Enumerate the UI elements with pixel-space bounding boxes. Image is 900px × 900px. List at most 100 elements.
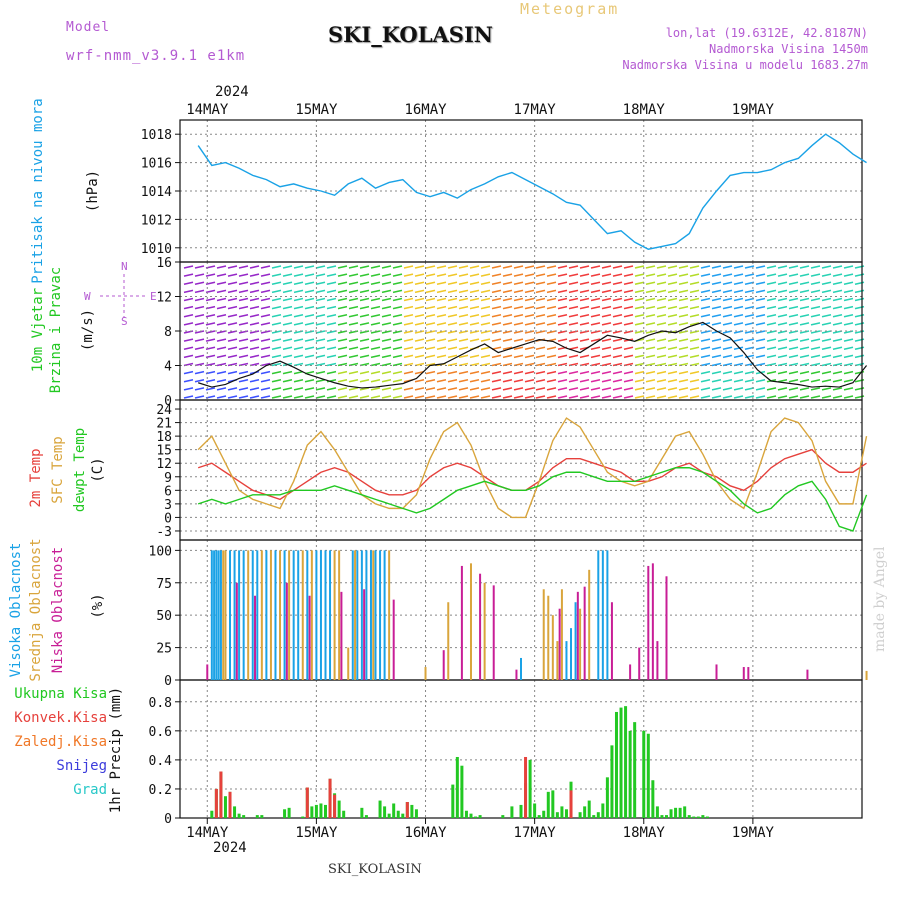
wind-barb <box>667 265 678 269</box>
wind-barb <box>249 273 260 277</box>
wind-barb <box>480 265 491 269</box>
wind-barb <box>238 338 249 342</box>
wind-barb <box>194 370 205 375</box>
bar-visoka-oblacnost <box>265 550 268 680</box>
wind-barb <box>810 387 821 391</box>
wind-barb <box>854 273 865 277</box>
wind-barb <box>271 313 282 318</box>
wind-barb <box>645 378 656 383</box>
wind-barb <box>821 387 832 391</box>
wind-barb <box>480 346 491 351</box>
temp-axis-title-2m: 2m Temp <box>28 448 44 507</box>
wind-barb <box>623 289 634 294</box>
y-tick-label: 24 <box>156 403 172 418</box>
wind-barb <box>788 305 799 310</box>
wind-barb <box>689 387 700 391</box>
bar-niska-oblacnost <box>576 591 579 680</box>
wind-barb <box>678 297 689 302</box>
wind-barb <box>238 265 249 269</box>
wind-barb <box>194 346 205 351</box>
wind-barb <box>370 289 381 294</box>
wind-barb <box>216 346 227 351</box>
wind-barb <box>194 289 205 294</box>
wind-barb <box>205 297 216 302</box>
y-tick-label: 0.2 <box>149 783 172 798</box>
wind-barb <box>612 370 623 375</box>
wind-barb <box>799 297 810 302</box>
wind-barb <box>260 395 271 399</box>
wind-barb <box>447 378 458 383</box>
wind-barb <box>381 395 392 399</box>
bar-ukupna-kisa <box>537 815 541 818</box>
wind-barb <box>337 387 348 391</box>
wind-barb <box>337 265 348 269</box>
wind-barb <box>227 265 238 269</box>
bar-srednja-oblacnost <box>588 569 591 680</box>
wind-barb <box>502 346 513 351</box>
wind-barb <box>821 370 832 375</box>
wind-barb <box>711 362 722 367</box>
wind-barb <box>326 297 337 302</box>
bar-niska-oblacnost <box>308 595 311 680</box>
wind-barb <box>821 313 832 318</box>
wind-barb <box>832 265 843 269</box>
wind-barb <box>359 346 370 351</box>
wind-barb <box>645 322 656 326</box>
wind-barb <box>546 273 557 277</box>
bar-niska-oblacnost <box>583 586 586 680</box>
wind-barb <box>293 378 304 383</box>
precip-legend-item: Konvek.Kisa <box>14 710 107 726</box>
wind-barb <box>777 273 788 277</box>
model-elevation-label: Nadmorska Visina u modelu 1683.27m <box>622 58 868 72</box>
wind-barb <box>216 330 227 334</box>
wind-barb <box>249 338 260 342</box>
wind-barb <box>678 395 689 399</box>
wind-barb <box>513 370 524 375</box>
wind-barb <box>832 387 843 391</box>
bar-ukupna-kisa <box>669 809 673 818</box>
wind-barb <box>799 289 810 294</box>
y-tick-label: 9 <box>164 471 172 486</box>
wind-barb <box>271 395 282 399</box>
wind-barb <box>260 297 271 302</box>
x-tick-label-bottom: 19MAY <box>732 825 775 841</box>
bar-visoka-oblacnost <box>233 550 236 680</box>
wind-barb <box>700 305 711 310</box>
wind-barb <box>601 297 612 302</box>
wind-barb <box>293 338 304 342</box>
precip-legend-item: Snijeg <box>56 758 107 774</box>
wind-barb <box>205 273 216 277</box>
pressure-unit: (hPa) <box>85 170 101 212</box>
wind-barb <box>645 387 656 391</box>
wind-barb <box>403 322 414 326</box>
bar-niska-oblacnost <box>665 576 668 680</box>
wind-barb <box>304 322 315 326</box>
wind-barb <box>557 297 568 302</box>
wind-barb <box>788 322 799 326</box>
wind-barb <box>183 305 194 310</box>
bar-visoka-oblacnost <box>297 550 300 680</box>
bar-ukupna-kisa <box>464 810 468 818</box>
wind-barb <box>700 330 711 334</box>
wind-barb <box>491 338 502 342</box>
wind-barb <box>832 305 843 310</box>
wind-rose-w: W <box>84 290 91 303</box>
wind-barb <box>524 289 535 294</box>
wind-barb <box>238 305 249 310</box>
wind-barb <box>689 297 700 302</box>
wind-barb <box>832 378 843 383</box>
wind-barb <box>524 313 535 318</box>
wind-barb <box>458 297 469 302</box>
wind-barb <box>667 281 678 286</box>
series-line-sfc-temp <box>197 417 868 519</box>
y-tick-label: 0 <box>164 511 172 526</box>
bar-visoka-oblacnost <box>256 550 259 680</box>
wind-barb <box>821 338 832 342</box>
bar-srednja-oblacnost <box>556 641 559 680</box>
wind-barb <box>524 338 535 342</box>
wind-barb <box>304 338 315 342</box>
wind-barb <box>612 387 623 391</box>
wind-barb <box>469 297 480 302</box>
bar-ukupna-kisa <box>301 816 305 818</box>
wind-barb <box>381 273 392 277</box>
